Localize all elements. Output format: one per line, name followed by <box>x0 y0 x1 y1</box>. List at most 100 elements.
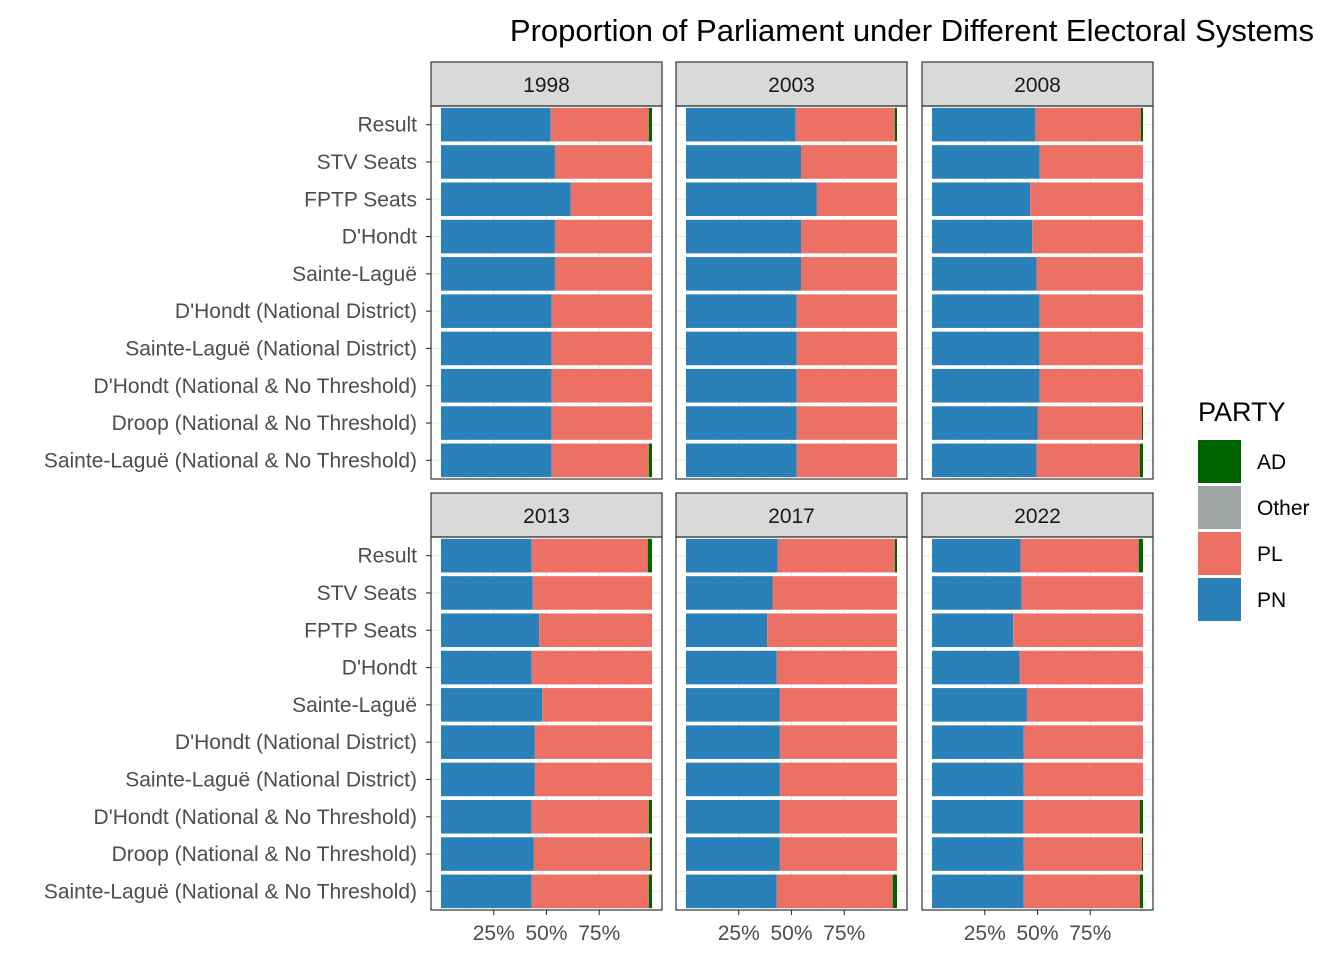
bar-segment-pl <box>1023 874 1140 909</box>
x-tick-label: 50% <box>770 922 812 945</box>
bar-segment-ad <box>1141 406 1143 440</box>
bar-segment-pl <box>1039 368 1143 403</box>
facet-strip-label: 2022 <box>1014 505 1061 528</box>
bar-segment-ad <box>648 799 652 834</box>
chart-title: Proportion of Parliament under Different… <box>510 13 1314 48</box>
y-tick-label: Droop (National & No Threshold) <box>112 843 417 866</box>
facet-panel: 2003 <box>675 61 908 480</box>
y-tick-label: D'Hondt (National District) <box>175 300 417 323</box>
bar-segment-pl <box>1036 443 1140 478</box>
bar-segment-pl <box>1013 613 1143 648</box>
bar-segment-pl <box>816 182 897 217</box>
bar-segment-ad <box>648 107 652 142</box>
y-tick-label: Sainte-Laguë (National & No Threshold) <box>44 880 417 903</box>
bar-segment-pn <box>441 762 535 797</box>
bar-segment-pl <box>551 331 652 366</box>
facet-panel: 2017 25% 50% 75% <box>675 492 908 945</box>
bar-segment-pn <box>441 874 532 909</box>
bar-segment-pl <box>1023 762 1143 797</box>
facet-strip <box>675 492 908 538</box>
bar-segment-pl <box>796 331 897 366</box>
bar-segment-pl <box>1037 406 1142 440</box>
x-tick-label: 50% <box>1016 922 1058 945</box>
legend-title: PARTY <box>1198 397 1286 427</box>
y-tick-label: D'Hondt (National District) <box>175 731 417 754</box>
bar-segment-pl <box>554 219 652 254</box>
bar-segment-pl <box>1036 257 1143 291</box>
bar-segment-pn <box>441 219 555 254</box>
bar-segment-pl <box>1019 650 1143 685</box>
bar-segment-pl <box>800 145 897 179</box>
bar-segment-ad <box>648 874 652 909</box>
bar-segment-pl <box>554 257 652 291</box>
facet-strip <box>921 61 1154 107</box>
bar-segment-pl <box>1023 799 1140 834</box>
bar-segment-ad <box>894 538 897 573</box>
panel-border <box>675 105 908 480</box>
bar-segment-pl <box>531 874 649 909</box>
bar-segment-pl <box>551 294 652 328</box>
facet-strip <box>430 61 663 107</box>
bar-segment-pn <box>932 799 1024 834</box>
bar-segment-pn <box>932 145 1040 179</box>
facet-strip-label: 2008 <box>1014 74 1061 97</box>
bar-segment-pn <box>686 650 777 685</box>
bar-segment-pn <box>686 107 796 142</box>
legend-key-ad <box>1198 440 1241 483</box>
y-tick-label: Sainte-Laguë <box>292 694 417 717</box>
bar-segment-pl <box>551 406 652 440</box>
bar-segment-pn <box>441 650 532 685</box>
bar-segment-pl <box>570 182 652 217</box>
bar-segment-pl <box>551 443 649 478</box>
x-tick-label: 25% <box>964 922 1006 945</box>
bar-segment-pl <box>534 725 652 759</box>
bar-segment-pn <box>932 688 1027 722</box>
facet-strip <box>921 492 1154 538</box>
bar-segment-pn <box>441 331 552 366</box>
bar-segment-pl <box>795 107 895 142</box>
y-tick-label: Result <box>357 114 417 137</box>
bar-segment-pn <box>686 613 768 648</box>
bar-segment-pl <box>531 650 652 685</box>
facet-panels: 1998 Result STV Seats FPTP Seats D'Hondt Sain… <box>44 61 1154 945</box>
legend-label: AD <box>1257 451 1286 474</box>
bar-segment-pn <box>686 725 780 759</box>
bar-segment-pn <box>932 762 1024 797</box>
bar-segment-pl <box>800 219 897 254</box>
bar-segment-pn <box>932 331 1040 366</box>
bar-segment-pn <box>441 837 534 871</box>
bar-segment-pl <box>532 576 652 610</box>
bar-segment-pl <box>779 725 897 759</box>
x-tick-label: 25% <box>473 922 515 945</box>
y-tick-label: Result <box>357 545 417 568</box>
y-tick-label: Droop (National & No Threshold) <box>112 412 417 435</box>
y-tick-label: Sainte-Laguë (National District) <box>125 337 417 360</box>
bar-segment-pl <box>550 107 649 142</box>
bar-segment-pl <box>779 799 897 834</box>
x-tick-label: 75% <box>823 922 865 945</box>
y-tick-label: STV Seats <box>317 582 417 605</box>
bar-segment-pl <box>542 688 652 722</box>
facet-panel: 1998 Result STV Seats FPTP Seats D'Hondt Sain… <box>44 61 663 480</box>
bar-segment-pn <box>441 145 555 179</box>
facet-strip-label: 2013 <box>523 505 570 528</box>
bar-segment-pn <box>932 443 1037 478</box>
bar-segment-pl <box>1030 182 1143 217</box>
bar-segment-pl <box>531 799 649 834</box>
y-tick-label: D'Hondt (National & No Threshold) <box>94 375 417 398</box>
bar-segment-pl <box>796 406 897 440</box>
bar-segment-pn <box>686 219 801 254</box>
bar-segment-pl <box>534 762 652 797</box>
bar-segment-pn <box>686 368 797 403</box>
bar-segment-pl <box>1039 331 1143 366</box>
bar-segment-pn <box>441 725 535 759</box>
bar-segment-ad <box>1139 799 1143 834</box>
bar-segment-pn <box>441 576 533 610</box>
bar-segment-pn <box>441 799 532 834</box>
x-tick-label: 50% <box>525 922 567 945</box>
bar-segment-pn <box>932 725 1024 759</box>
bar-segment-ad <box>647 538 652 573</box>
bar-segment-ad <box>1139 874 1143 909</box>
bar-segment-pn <box>686 443 797 478</box>
